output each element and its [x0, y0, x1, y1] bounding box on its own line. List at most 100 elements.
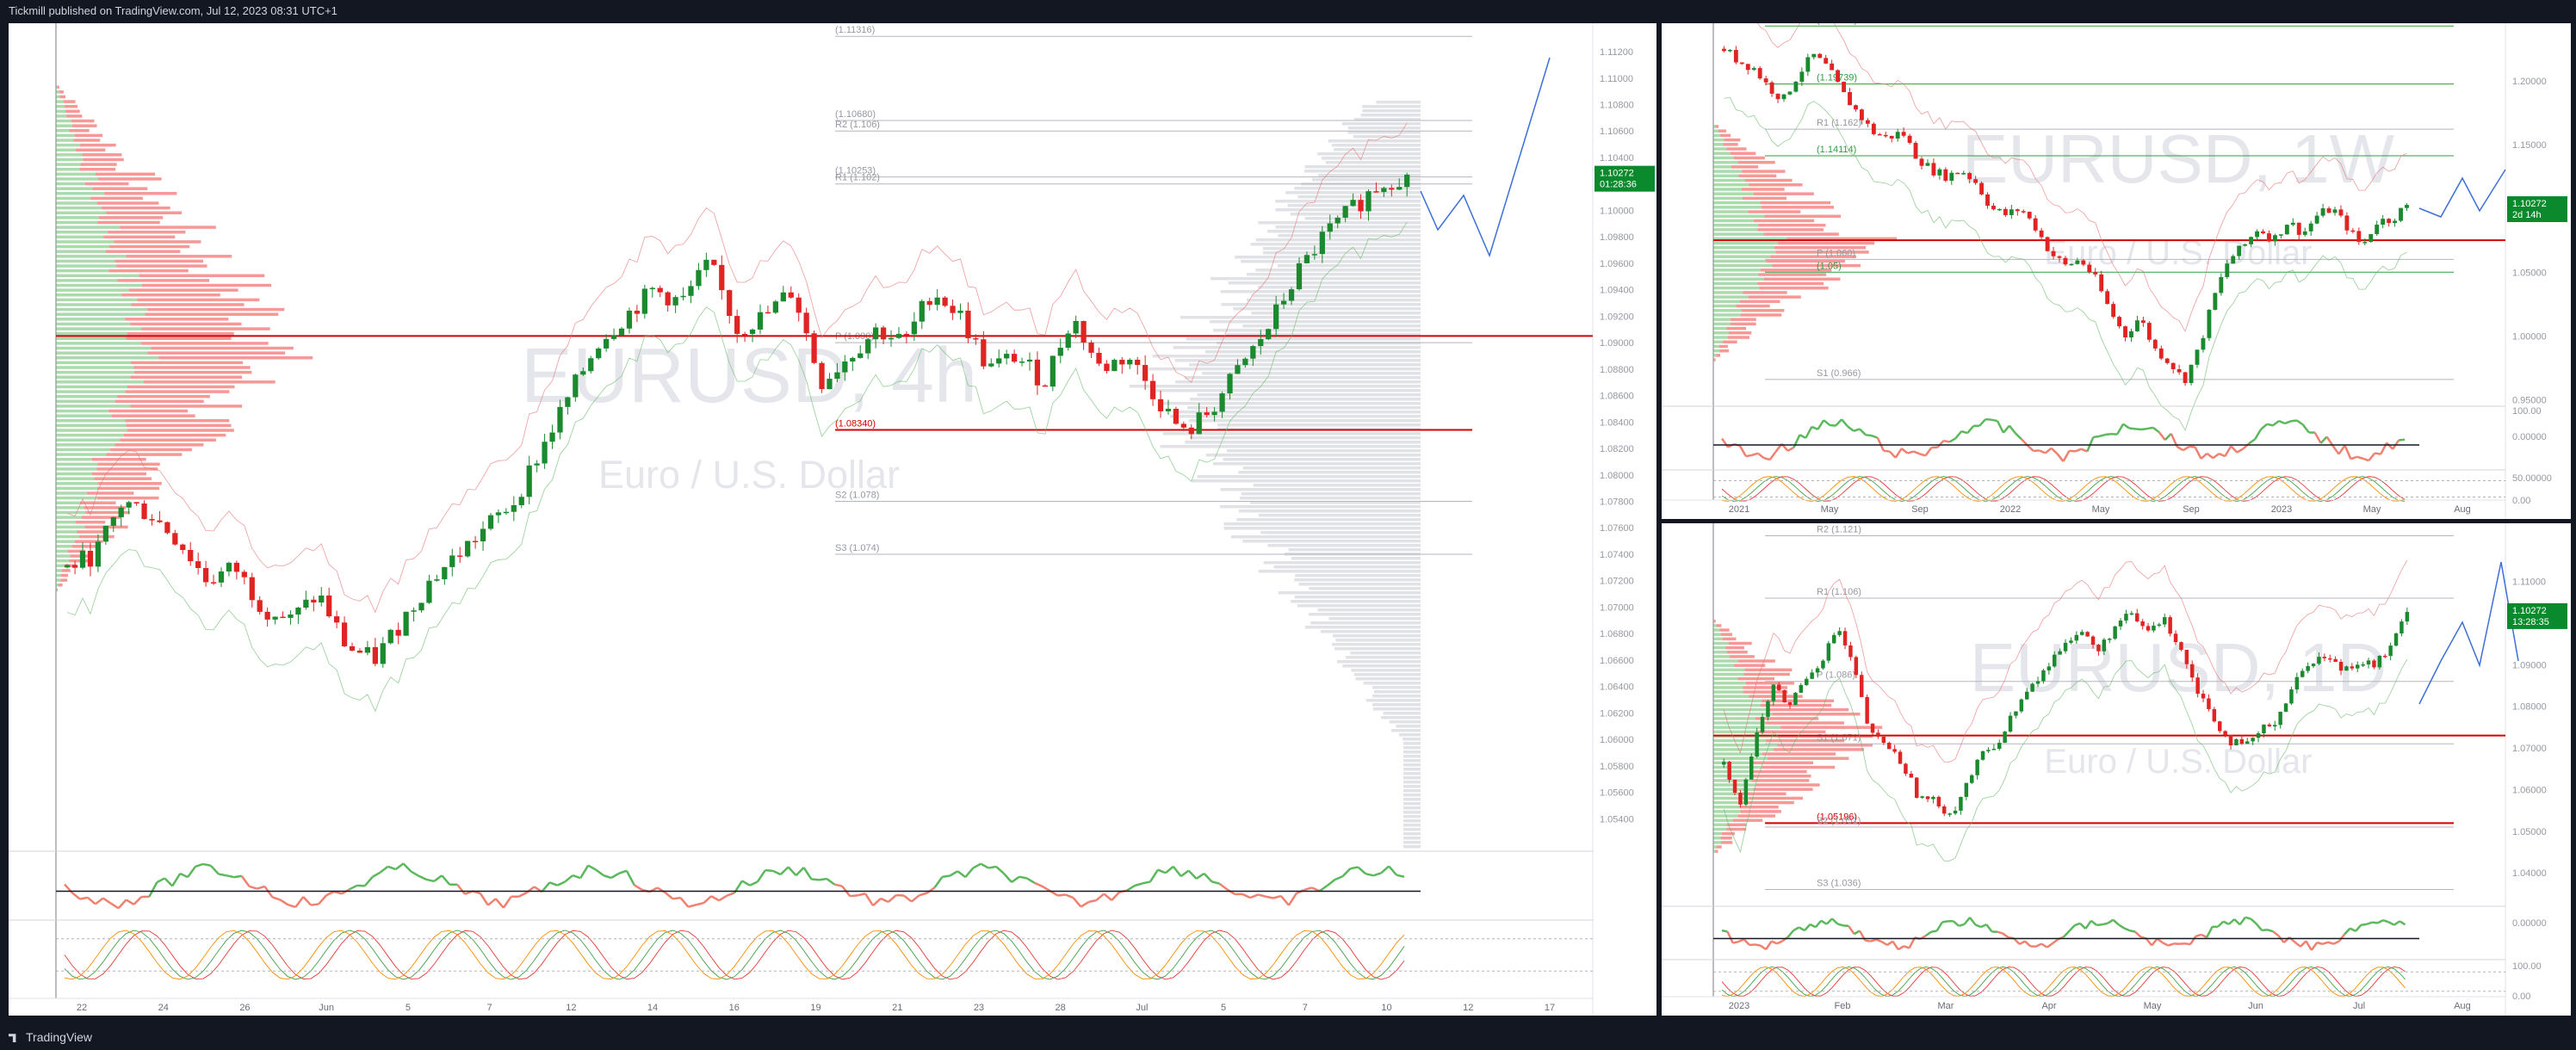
rsi-segment — [2002, 932, 2009, 939]
candle-body — [981, 339, 987, 367]
session-volume-bar — [1403, 776, 1421, 780]
volume-profile-up-bar — [56, 467, 97, 471]
session-volume-bar — [1260, 531, 1421, 534]
volume-profile-up-bar — [56, 95, 60, 99]
candle-body — [1848, 645, 1853, 658]
volume-profile-down-bar — [1753, 192, 1814, 195]
volume-profile-up-bar — [1713, 259, 1767, 263]
candle-body — [734, 316, 740, 334]
volume-profile-down-bar — [1759, 286, 1829, 290]
rsi-segment — [1943, 439, 1950, 443]
candle-body — [172, 533, 178, 545]
volume-profile-down-bar — [1777, 241, 1875, 245]
session-volume-bar — [1176, 411, 1421, 414]
session-volume-bar — [1342, 664, 1421, 668]
session-volume-bar — [1403, 837, 1421, 840]
volume-profile-up-bar — [56, 525, 85, 529]
volume-profile-down-bar — [97, 220, 160, 225]
volume-profile-down-bar — [1726, 823, 1747, 827]
rsi-segment — [1823, 419, 1831, 426]
volume-profile-down-bar — [131, 303, 245, 306]
candle-body — [834, 372, 840, 380]
session-volume-bar — [1350, 652, 1421, 655]
session-volume-bar — [1372, 695, 1421, 698]
session-volume-bar — [1403, 755, 1421, 758]
last-price-label: 1.10272 — [2512, 199, 2547, 209]
rsi-segment — [1737, 938, 1745, 943]
rsi-segment — [1350, 866, 1359, 870]
rsi-segment — [2050, 447, 2059, 455]
volume-profile-down-bar — [1718, 129, 1727, 133]
volume-profile-up-bar — [56, 496, 97, 500]
candle-body — [2085, 632, 2090, 637]
rsi-segment — [610, 872, 620, 880]
volume-profile-down-bar — [87, 491, 134, 495]
last-price-label: 1.10272 — [2512, 606, 2547, 616]
candle-body — [2173, 633, 2178, 643]
rsi-segment — [1303, 886, 1313, 892]
rsi-segment — [379, 865, 389, 874]
volume-profile-down-bar — [1740, 300, 1780, 304]
volume-profile-down-bar — [137, 298, 260, 302]
candle-body — [2051, 250, 2056, 256]
session-volume-bar — [1277, 264, 1421, 268]
session-volume-bar — [1129, 385, 1421, 388]
candle-body — [465, 540, 471, 557]
candle-body — [1824, 58, 1829, 64]
volume-profile-up-bar — [56, 588, 57, 592]
rsi-segment — [2112, 918, 2120, 926]
chart-panel-4h[interactable]: EURUSD, 4h Euro / U.S. Dollar (1.11316) (1.… — [9, 23, 1656, 1016]
rsi-segment — [1865, 939, 1871, 942]
rsi-segment — [2218, 452, 2226, 458]
volume-profile-down-bar — [59, 95, 66, 99]
candle-body — [2344, 215, 2350, 231]
rsi-segment — [1218, 882, 1229, 891]
rsi-segment — [479, 892, 489, 906]
candle-body — [1865, 120, 1870, 124]
candle-body — [403, 611, 409, 636]
volume-profile-down-bar — [106, 453, 183, 456]
rsi-segment — [2245, 916, 2251, 920]
volume-profile-up-bar — [1713, 818, 1733, 822]
volume-profile-down-bar — [98, 482, 162, 485]
price-tick-label: 1.07600 — [1600, 523, 1634, 534]
volume-profile-down-bar — [1763, 277, 1841, 281]
rsi-segment — [294, 896, 305, 908]
session-volume-bar — [1294, 596, 1421, 599]
volume-profile-up-bar — [1713, 246, 1774, 250]
session-volume-bar — [1285, 191, 1421, 195]
rsi-segment — [756, 869, 766, 883]
session-volume-bar — [1235, 256, 1421, 259]
time-tick-label: 26 — [239, 1003, 250, 1013]
candle-body — [87, 550, 94, 567]
chart-panel-1d[interactable]: EURUSD, 1D Euro / U.S. Dollar R2 (1.121) R1… — [1662, 523, 2571, 1016]
stoch-line — [1721, 966, 2406, 997]
session-volume-bar — [1221, 303, 1421, 306]
volume-profile-down-bar — [1720, 633, 1732, 636]
volume-profile-down-bar — [1750, 769, 1807, 774]
session-volume-bar — [1403, 772, 1421, 775]
volume-profile-down-bar — [1726, 326, 1747, 330]
volume-profile-down-bar — [1714, 358, 1716, 361]
candles — [1722, 46, 2409, 386]
candle-body — [873, 327, 879, 340]
candle-body — [210, 582, 217, 584]
volume-profile-down-bar — [56, 588, 59, 592]
rsi-segment — [1960, 429, 1968, 435]
volume-profile-down-bar — [97, 486, 160, 491]
volume-profile-up-bar — [1713, 291, 1743, 294]
candle-body — [1842, 81, 1846, 93]
time-tick-label: 12 — [1463, 1003, 1473, 1013]
volume-profile-up-bar — [1713, 695, 1749, 698]
candle-body — [788, 292, 794, 298]
candle-body — [1836, 70, 1841, 82]
candle-body — [526, 465, 532, 497]
candle-body — [880, 327, 887, 340]
candle-body — [195, 561, 201, 568]
volume-profile-up-bar — [56, 124, 73, 127]
watermark-symbol: EURUSD, 1W — [1962, 120, 2395, 197]
rsi-segment — [2272, 420, 2280, 427]
price-tick-label: 1.06200 — [1600, 708, 1634, 719]
volume-profile-down-bar — [1742, 188, 1785, 191]
